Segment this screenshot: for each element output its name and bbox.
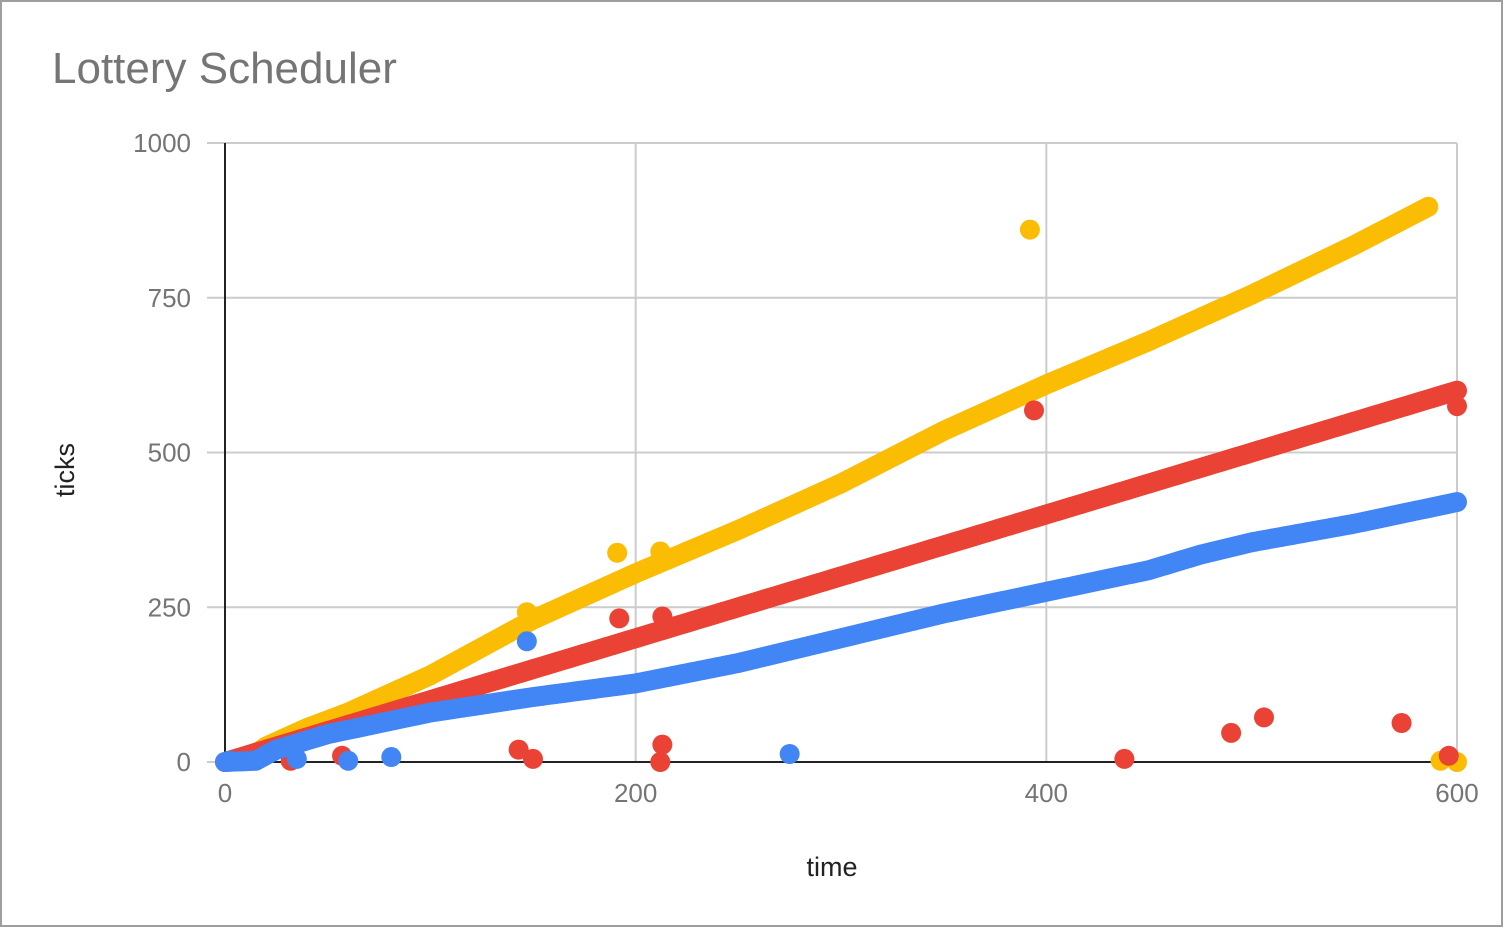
x-tick-label: 0	[218, 778, 232, 808]
x-tick-label: 200	[614, 778, 657, 808]
y-tick-label: 500	[148, 438, 191, 468]
data-point-outlier	[1221, 722, 1242, 743]
series-1	[215, 380, 1467, 772]
data-point-outlier	[650, 752, 671, 772]
y-tick-label: 1000	[133, 128, 191, 158]
axes	[224, 143, 1457, 763]
data-point-outlier	[652, 734, 673, 755]
data-point-outlier	[516, 631, 537, 652]
data-point-outlier	[1391, 713, 1412, 734]
data-point-outlier	[286, 748, 307, 769]
data-point	[1447, 380, 1467, 401]
data-point-outlier	[779, 743, 800, 764]
x-axis-title: time	[806, 852, 857, 882]
data-point-outlier	[652, 606, 673, 627]
data-point-outlier	[523, 748, 543, 769]
data-point-outlier	[609, 608, 630, 629]
data-marks	[215, 196, 1467, 772]
series-0	[215, 196, 1467, 772]
data-point-outlier	[338, 750, 359, 771]
x-tick-label: 400	[1025, 778, 1068, 808]
data-point-outlier	[1019, 219, 1040, 240]
data-point-outlier	[219, 750, 240, 771]
data-point-outlier	[1447, 396, 1467, 417]
data-point	[1447, 492, 1467, 513]
data-point-outlier	[1024, 400, 1045, 421]
data-point-outlier	[607, 542, 628, 563]
data-point-outlier	[1253, 707, 1274, 728]
y-axis-title: ticks	[50, 443, 80, 497]
data-point-outlier	[650, 541, 671, 562]
data-point-outlier	[1114, 748, 1135, 769]
x-tick-label: 600	[1435, 778, 1478, 808]
data-point-outlier	[381, 747, 402, 768]
data-point-outlier	[516, 602, 537, 623]
tick-labels: 0 250 500 750 1000 0 200 400 600	[133, 128, 1479, 808]
y-tick-label: 0	[177, 747, 191, 777]
data-point	[1418, 196, 1439, 217]
data-point-outlier	[508, 739, 529, 760]
series-2	[215, 492, 1467, 772]
y-tick-label: 250	[148, 592, 191, 622]
data-point-outlier	[1438, 745, 1459, 766]
y-tick-label: 750	[148, 283, 191, 313]
chart-title: Lottery Scheduler	[52, 44, 397, 93]
